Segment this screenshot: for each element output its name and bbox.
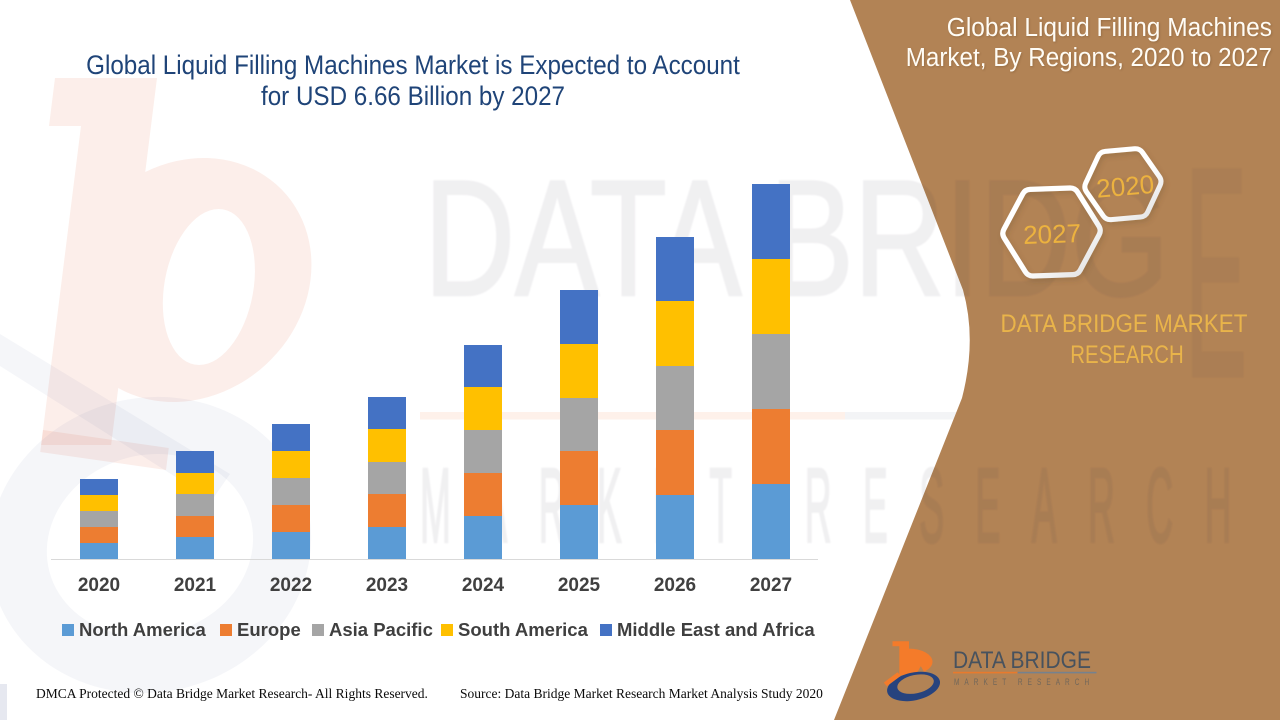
svg-text:E: E (1185, 106, 1247, 441)
svg-text:DATA BRIDG: DATA BRIDG (424, 146, 1169, 330)
svg-text:MARKET RESEARCH: MARKET RESEARCH (420, 446, 1263, 565)
svg-text:MARKET RESEARCH: MARKET RESEARCH (954, 677, 1094, 687)
svg-text:DATA BRIDGE: DATA BRIDGE (953, 647, 1091, 674)
svg-text:2027: 2027 (1023, 218, 1082, 250)
svg-text:2020: 2020 (1095, 169, 1155, 204)
